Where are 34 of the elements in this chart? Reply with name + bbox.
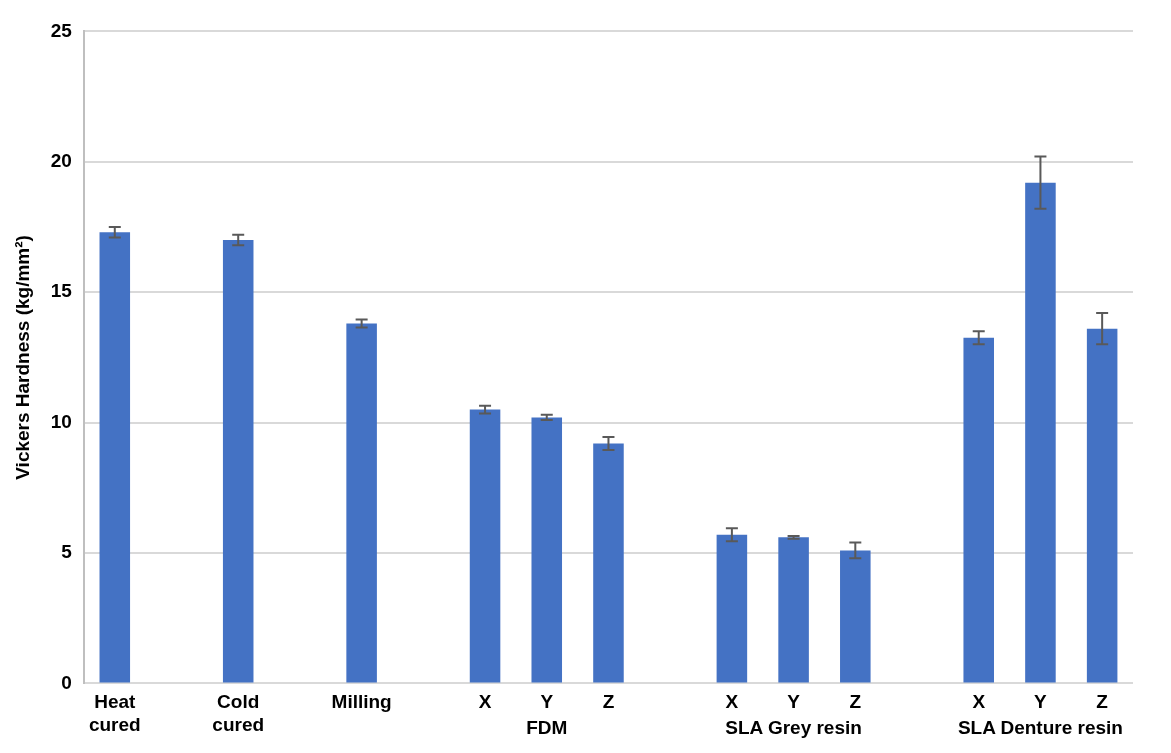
x-tick-label: X (972, 691, 986, 713)
text: FDM (526, 717, 568, 739)
y-tick-label: 0 (61, 671, 72, 693)
bar (469, 409, 501, 683)
x-tick-label: Y (787, 691, 801, 713)
bar (593, 443, 624, 683)
y-tick-label: 10 (50, 410, 72, 432)
bar (346, 323, 377, 683)
y-tick-label: 15 (50, 280, 73, 302)
bar (222, 240, 254, 683)
y-tick-label: 20 (50, 150, 72, 172)
bar (531, 417, 563, 683)
bar (840, 550, 871, 683)
bar (778, 537, 809, 683)
bar (1025, 182, 1056, 683)
x-tick-label: Z (602, 691, 615, 713)
x-tick-label: Milling (331, 691, 392, 713)
x-tick-label: X (478, 691, 492, 713)
x-tick-label: X (725, 691, 739, 713)
x-tick-label: Heat cured (88, 691, 141, 735)
x-tick-label: Y (540, 691, 554, 713)
bar (1086, 328, 1118, 683)
bar (716, 534, 748, 683)
x-tick-label: Y (1034, 691, 1048, 713)
text: SLA Grey resin (725, 717, 862, 739)
y-tick-label: 5 (61, 541, 73, 563)
y-axis-title: Vickers Hardness (kg/mm²) (11, 235, 33, 480)
bar (99, 232, 131, 683)
x-tick-label: Z (1096, 691, 1109, 713)
text: SLA Denture resin (957, 717, 1123, 739)
x-tick-label: Z (849, 691, 862, 713)
bar (963, 337, 994, 683)
x-tick-label: Cold cured (212, 691, 265, 735)
y-tick-label: 25 (50, 19, 73, 41)
